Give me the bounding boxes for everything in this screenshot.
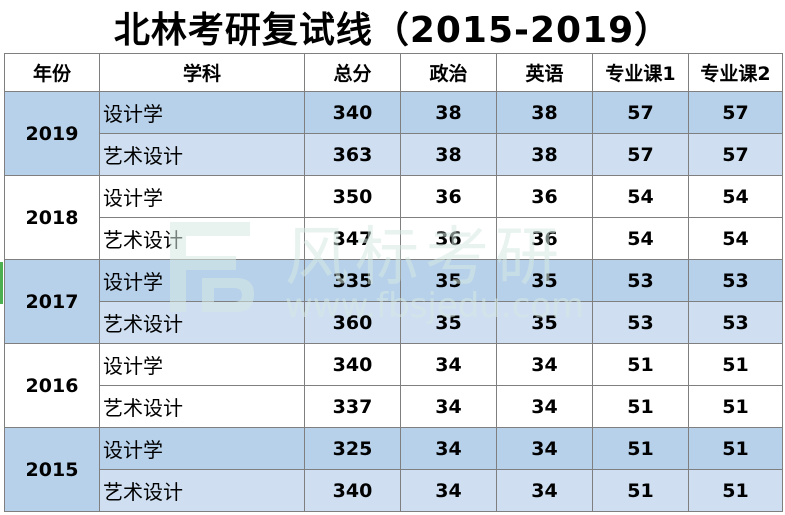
year-cell: 2018	[4, 175, 100, 260]
table-row: 2018 设计学 350 36 36 54 54	[4, 175, 783, 260]
major1-cell: 54	[592, 175, 689, 218]
politics-cell: 38	[400, 133, 497, 176]
table-row: 艺术设计 363 38 38 57 57	[5, 133, 783, 176]
english-cell: 36	[496, 217, 593, 260]
major2-cell: 57	[688, 133, 783, 176]
header-major1: 专业课1	[592, 53, 689, 92]
total-cell: 335	[304, 259, 401, 302]
header-row: 年份 学科 总分 政治 英语 专业课1 专业课2	[4, 53, 783, 92]
major2-cell: 54	[688, 175, 783, 218]
header-politics: 政治	[400, 53, 497, 92]
header-subject: 学科	[99, 53, 305, 92]
score-table: 年份 学科 总分 政治 英语 专业课1 专业课2 2019 设计学 340 38…	[4, 53, 783, 512]
major1-cell: 51	[592, 343, 689, 386]
total-cell: 360	[304, 301, 401, 344]
english-cell: 35	[496, 259, 593, 302]
politics-cell: 34	[400, 469, 497, 512]
politics-cell: 36	[400, 217, 497, 260]
major1-cell: 53	[592, 259, 689, 302]
header-major2: 专业课2	[688, 53, 783, 92]
total-cell: 340	[304, 91, 401, 134]
english-cell: 34	[496, 385, 593, 428]
subject-cell: 设计学	[99, 91, 305, 134]
english-cell: 34	[496, 343, 593, 386]
subject-cell: 设计学	[99, 427, 305, 470]
major1-cell: 51	[592, 427, 689, 470]
year-cell: 2017	[4, 259, 100, 344]
politics-cell: 38	[400, 91, 497, 134]
year-cell: 2016	[4, 343, 100, 428]
english-cell: 34	[496, 427, 593, 470]
year-cell: 2015	[4, 427, 100, 512]
major2-cell: 53	[688, 259, 783, 302]
table-row: 2015 设计学 325 34 34 51 51	[4, 427, 783, 512]
major2-cell: 51	[688, 385, 783, 428]
major2-cell: 51	[688, 427, 783, 470]
english-cell: 38	[496, 91, 593, 134]
major1-cell: 57	[592, 91, 689, 134]
total-cell: 340	[304, 343, 401, 386]
subject-cell: 设计学	[99, 175, 305, 218]
english-cell: 35	[496, 301, 593, 344]
major2-cell: 53	[688, 301, 783, 344]
table-row: 艺术设计 337 34 34 51 51	[5, 385, 783, 428]
politics-cell: 34	[400, 343, 497, 386]
table-row: 艺术设计 340 34 34 51 51	[5, 469, 783, 512]
total-cell: 340	[304, 469, 401, 512]
total-cell: 325	[304, 427, 401, 470]
major1-cell: 53	[592, 301, 689, 344]
table-row: 2016 设计学 340 34 34 51 51	[4, 343, 783, 428]
table-row: 2017 设计学 335 35 35 53 53	[4, 259, 783, 344]
english-cell: 38	[496, 133, 593, 176]
major2-cell: 54	[688, 217, 783, 260]
politics-cell: 34	[400, 427, 497, 470]
row-selection-marker	[0, 262, 3, 304]
total-cell: 350	[304, 175, 401, 218]
major2-cell: 51	[688, 343, 783, 386]
subject-cell: 艺术设计	[99, 469, 305, 512]
major2-cell: 57	[688, 91, 783, 134]
subject-cell: 设计学	[99, 259, 305, 302]
page-title: 北林考研复试线（2015-2019）	[113, 9, 672, 51]
subject-cell: 设计学	[99, 343, 305, 386]
major1-cell: 51	[592, 385, 689, 428]
politics-cell: 36	[400, 175, 497, 218]
score-table-container: 年份 学科 总分 政治 英语 专业课1 专业课2 2019 设计学 340 38…	[4, 53, 783, 513]
major1-cell: 51	[592, 469, 689, 512]
subject-cell: 艺术设计	[99, 301, 305, 344]
major1-cell: 54	[592, 217, 689, 260]
politics-cell: 35	[400, 301, 497, 344]
header-year: 年份	[4, 53, 100, 92]
table-row: 2019 设计学 340 38 38 57 57	[4, 91, 783, 176]
year-cell: 2019	[4, 91, 100, 176]
english-cell: 36	[496, 175, 593, 218]
major2-cell: 51	[688, 469, 783, 512]
english-cell: 34	[496, 469, 593, 512]
table-row: 艺术设计 347 36 36 54 54	[5, 217, 783, 260]
subject-cell: 艺术设计	[99, 217, 305, 260]
table-row: 艺术设计 360 35 35 53 53	[5, 301, 783, 344]
major1-cell: 57	[592, 133, 689, 176]
politics-cell: 35	[400, 259, 497, 302]
total-cell: 347	[304, 217, 401, 260]
total-cell: 363	[304, 133, 401, 176]
header-total: 总分	[304, 53, 401, 92]
subject-cell: 艺术设计	[99, 133, 305, 176]
total-cell: 337	[304, 385, 401, 428]
header-english: 英语	[496, 53, 593, 92]
subject-cell: 艺术设计	[99, 385, 305, 428]
politics-cell: 34	[400, 385, 497, 428]
